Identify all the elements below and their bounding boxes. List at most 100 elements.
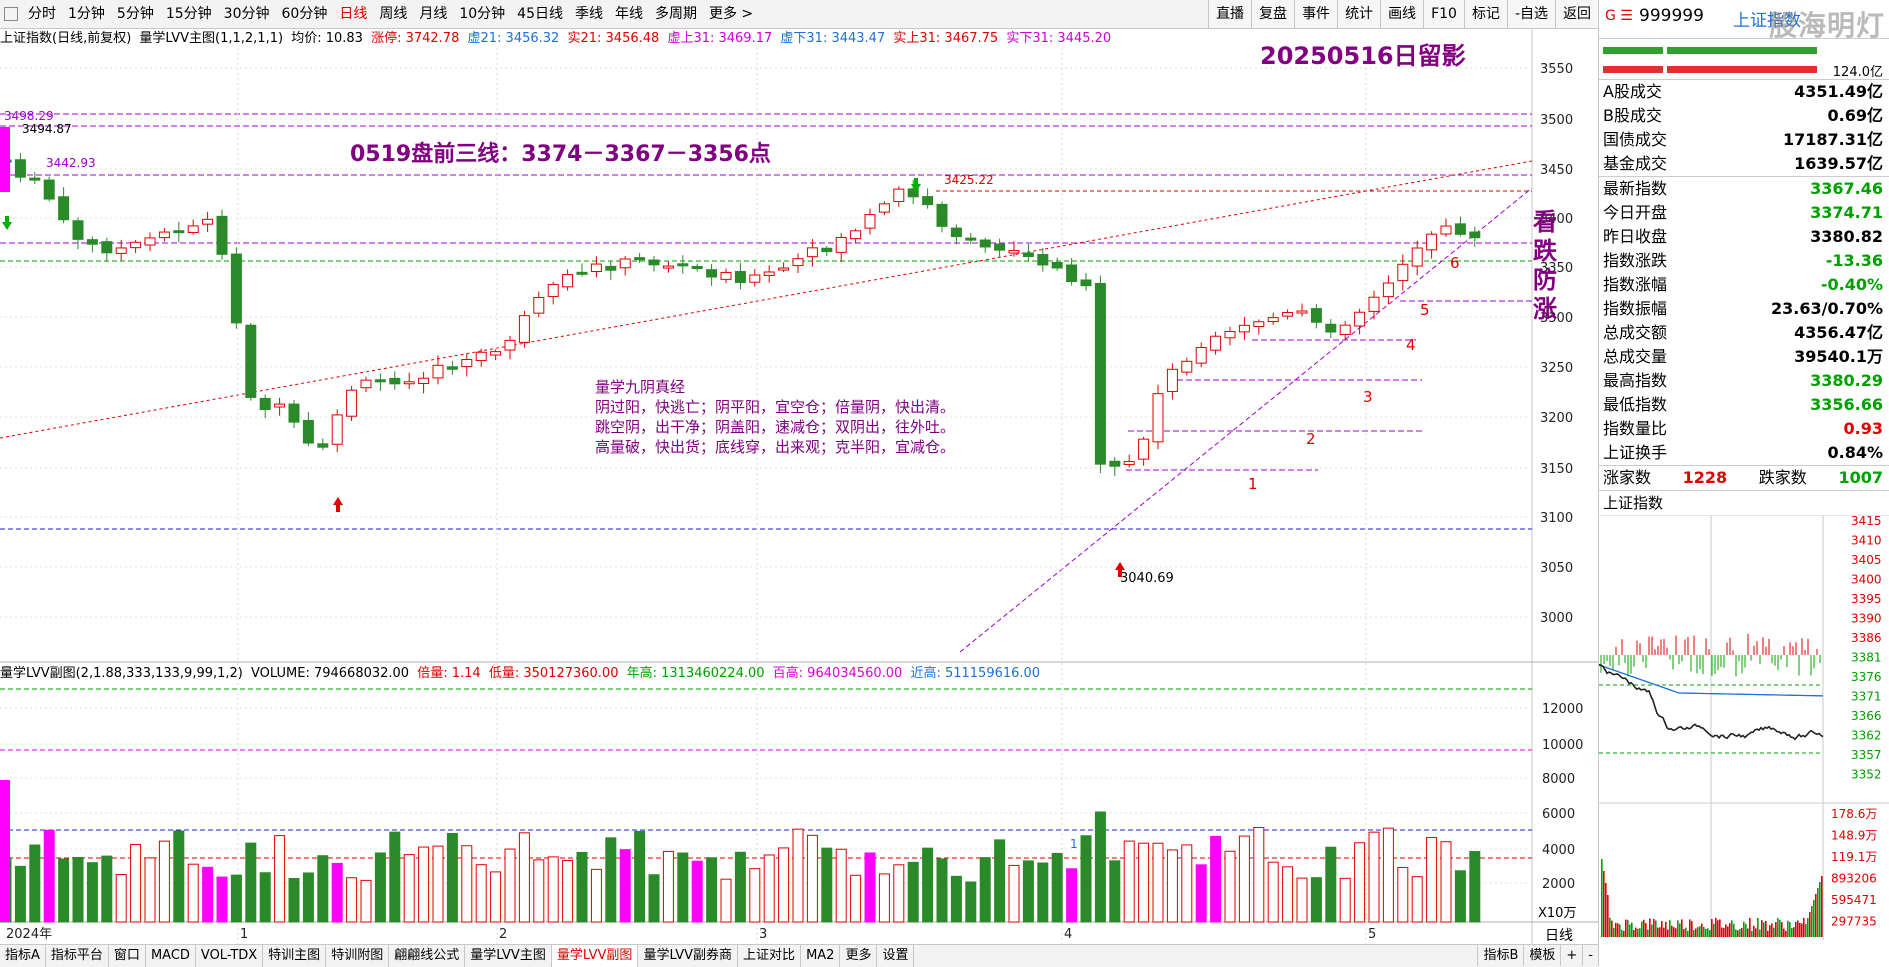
indicator-tab[interactable]: 上证对比 [738, 945, 802, 967]
tool-button[interactable]: -自选 [1506, 0, 1555, 28]
tool-button[interactable]: 返回 [1555, 0, 1598, 28]
kline-chart[interactable]: 3550350034503400335033003250320031503100… [0, 0, 1598, 944]
volume-bar [187, 863, 199, 923]
sub-indicator-name[interactable]: 量学LVV副图(2,1.88,333,133,9,99,1,2) [0, 666, 243, 681]
mini-volume-bar [1663, 927, 1665, 937]
tool-button[interactable]: 事件 [1294, 0, 1338, 28]
period-tab[interactable]: 60分钟 [281, 6, 328, 22]
mini-volume-bar [1617, 923, 1619, 937]
shixia31-value: 实下31: 3445.20 [1006, 31, 1112, 46]
tool-button[interactable]: F10 [1423, 0, 1464, 28]
bottom-right-button[interactable]: 指标B [1477, 945, 1523, 966]
price-axis: 3550 3500 3450 3400 3350 3300 3250 3200 3150 3100… [1540, 62, 1573, 626]
indicator-tab[interactable]: 指标平台 [46, 945, 109, 967]
volume-bar [1181, 844, 1193, 923]
limit-up-value: 涨停: 3742.78 [371, 31, 460, 46]
step-labels: 1 2 3 4 5 6 [1248, 254, 1460, 493]
tool-button[interactable]: 统计 [1337, 0, 1381, 28]
down-arrow-icon [911, 178, 921, 192]
indicator-name[interactable]: 量学LVV主图(1,1,2,1,1) [139, 31, 284, 46]
mini-volume-bar [1749, 917, 1751, 937]
mini-price-tick: 3390 [1851, 612, 1882, 626]
indicator-tab[interactable]: 量学LVV副图 [551, 945, 639, 967]
indicator-tab[interactable]: VOL-TDX [196, 945, 264, 967]
mini-tick-bars [1600, 633, 1821, 677]
period-tab[interactable]: 年线 [614, 6, 643, 22]
volume-bar [1267, 861, 1279, 923]
indicator-tab[interactable]: 设置 [877, 945, 915, 967]
mini-volume-bar [1787, 920, 1789, 937]
window-toggle-icon[interactable] [4, 7, 18, 21]
bottom-right-button[interactable]: + [1560, 945, 1582, 966]
indicator-tab[interactable]: 翩翩线公式 [389, 945, 466, 967]
candle-body [619, 258, 631, 269]
period-tab[interactable]: 多周期 [654, 6, 697, 22]
menu-icon[interactable]: G ☰ [1605, 8, 1633, 24]
intraday-mini-chart[interactable]: 3415 3410 3405 3400 3395 3390 3386 3381 3376 3371… [1598, 514, 1889, 940]
indicator-tab[interactable]: 窗口 [109, 945, 146, 967]
shi21-value: 实21: 3456.48 [567, 31, 660, 46]
indicator-tab[interactable]: MA2 [801, 945, 841, 967]
period-tab[interactable]: 日线 [339, 6, 368, 22]
period-tab[interactable]: 30分钟 [223, 6, 270, 22]
volume-bar [14, 865, 26, 923]
volume-bar [1224, 850, 1236, 923]
tool-button[interactable]: 直播 [1208, 0, 1252, 28]
candle-body [259, 397, 271, 411]
candle-body [922, 196, 934, 206]
mini-volume-bar [1797, 920, 1799, 937]
indicator-tab[interactable]: MACD [146, 945, 196, 967]
row-value: 4351.49亿 [1794, 82, 1883, 101]
tool-button[interactable]: 画线 [1380, 0, 1424, 28]
candle-body [1210, 335, 1222, 351]
period-tab[interactable]: 分时 [28, 6, 56, 22]
period-tab[interactable]: 15分钟 [165, 6, 212, 22]
indicator-tab[interactable]: 更多 [840, 945, 878, 967]
volume-bar [130, 844, 142, 923]
indicator-tab[interactable]: 量学LVV副券商 [638, 945, 739, 967]
stat-row: 上证换手 0.84% [1599, 441, 1889, 465]
candle-body [1440, 225, 1452, 235]
candle-body [1282, 312, 1294, 317]
period-tab[interactable]: 5分钟 [116, 6, 154, 22]
mini-price-tick: 3376 [1851, 670, 1882, 684]
volume-bar [806, 834, 818, 923]
indicator-tab[interactable]: 特训附图 [326, 945, 390, 967]
period-tab[interactable]: 45日线 [517, 6, 563, 22]
volume-bar [662, 850, 674, 923]
mini-volume-bar [1657, 927, 1659, 937]
mini-volume-bar [1613, 927, 1615, 937]
candle-body [1037, 254, 1049, 266]
candle-body [691, 265, 703, 269]
volume-bar [547, 856, 559, 923]
tool-button[interactable]: 复盘 [1251, 0, 1295, 28]
volume-bar [446, 832, 458, 923]
bottom-right-button[interactable]: 模板 [1523, 945, 1560, 966]
stock-name[interactable]: 上证指数 [1733, 11, 1801, 31]
beiliang-value: 倍量: 1.14 [417, 666, 481, 681]
period-tab[interactable]: 更多 > [708, 6, 754, 22]
mini-tab-daily[interactable]: 日线 [1545, 928, 1573, 944]
tool-button[interactable]: 标记 [1463, 0, 1507, 28]
volume-tick: 2000 [1542, 877, 1575, 892]
candle-body [1325, 323, 1337, 333]
period-tab[interactable]: 月线 [419, 6, 448, 22]
period-tab[interactable]: 季线 [574, 6, 603, 22]
candle-body [288, 403, 300, 423]
bottom-right-button[interactable]: - [1582, 945, 1598, 966]
mini-volume-bar [1615, 922, 1617, 937]
verse-block: 量学九阴真经 阴过阳，快逃亡；阴平阳，宜空仓；倍量阴，快出清。 跳空阴，出干净；… [595, 378, 955, 456]
candle-body [1181, 360, 1193, 373]
period-tab[interactable]: 10分钟 [459, 6, 506, 22]
candle-body [14, 159, 26, 178]
volume-compare-bars: 124.0亿 [1599, 39, 1889, 80]
stock-code: 999999 [1639, 6, 1704, 26]
volume-bar [158, 840, 170, 923]
period-tab[interactable]: 周线 [379, 6, 408, 22]
period-tab[interactable]: 1分钟 [68, 6, 105, 22]
mini-volume-bar [1647, 929, 1649, 937]
indicator-tab[interactable]: 特训主图 [263, 945, 327, 967]
indicator-tab[interactable]: 量学LVV主图 [465, 945, 552, 967]
candle-body [907, 188, 919, 198]
indicator-tab[interactable]: 指标A [0, 945, 46, 967]
